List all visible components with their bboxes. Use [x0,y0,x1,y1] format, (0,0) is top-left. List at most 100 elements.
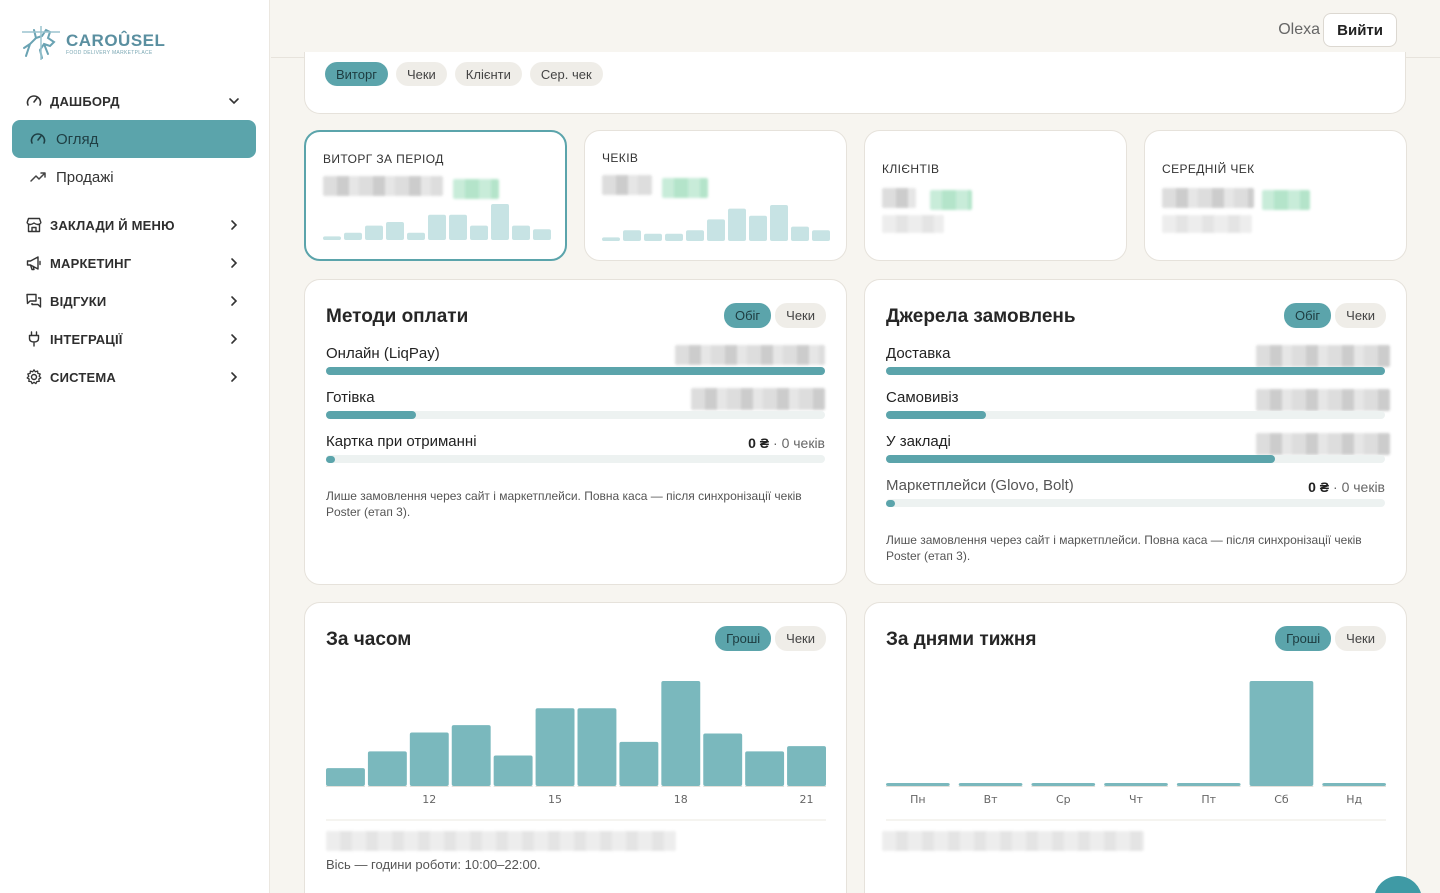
progress-track [886,367,1385,375]
row-value: 0 ₴ · 0 чеків [1308,479,1385,495]
stat-label: ВИТОРГ ЗА ПЕРІОД [323,152,444,166]
main-content: Виторг Чеки Клієнти Сер. чек ВИТОРГ ЗА П… [271,52,1440,893]
sparkline-chart [602,205,830,241]
toggle-checks[interactable]: Чеки [775,626,826,651]
progress-track [326,411,825,419]
filter-pill-checks[interactable]: Чеки [395,62,447,86]
row-label: У закладі [886,433,951,450]
chart-bar [886,783,950,786]
metric-toggle: Гроші Чеки [715,626,826,651]
sparkline-bar [386,222,404,240]
stat-card-checks[interactable]: ЧЕКІВ [584,130,847,261]
redacted-value [1162,188,1254,208]
row-label: Самовивіз [886,389,959,406]
filter-pill-clients[interactable]: Клієнти [454,62,522,86]
sidebar-item-sales[interactable]: Продажі [12,158,256,196]
toggle-checks[interactable]: Чеки [1335,303,1386,328]
progress-track [326,455,825,463]
x-tick-label: Нд [1346,793,1362,806]
panel-title: Джерела замовлень [886,306,1076,327]
toggle-turnover[interactable]: Обіг [723,303,772,328]
progress-track [886,455,1385,463]
logout-button[interactable]: Вийти [1323,13,1397,47]
chart-bar [661,681,701,786]
row-label: Онлайн (LiqPay) [326,345,440,362]
chart-bar [1176,783,1241,786]
sidebar-item-overview[interactable]: Огляд [12,120,256,158]
sidebar-item-dashboard[interactable]: ДАШБОРД [12,82,256,120]
sparkline-bar [791,226,809,241]
sparkline-bar [365,225,383,240]
sidebar-item-label: ВІДГУКИ [50,293,107,309]
row-label: Маркетплейси (Glovo, Bolt) [886,477,1074,494]
toggle-checks[interactable]: Чеки [1335,626,1386,651]
redacted-value [1256,389,1390,411]
sparkline-bar [449,214,467,240]
sidebar-item-integrations[interactable]: ІНТЕГРАЦІЇ [12,320,256,358]
redacted-delta [930,190,972,210]
panel-note: Лише замовлення через сайт і маркетплейс… [326,489,802,519]
x-tick-label: Вт [984,793,999,806]
sidebar: CAROÛSEL FOOD DELIVERY MARKETPLACE ДАШБО… [0,0,270,893]
metric-toggle: Обіг Чеки [1283,303,1386,328]
sidebar-item-reviews[interactable]: ВІДГУКИ [12,282,256,320]
progress-fill [886,411,986,419]
x-tick-label: 12 [422,793,436,806]
carousel-horse-icon [22,26,60,60]
stat-card-revenue[interactable]: ВИТОРГ ЗА ПЕРІОД [304,130,567,261]
chevron-right-icon [231,372,238,382]
chart-bar [367,751,407,786]
sparkline-bar [533,229,551,240]
sidebar-item-system[interactable]: СИСТЕМА [12,358,256,396]
progress-fill [326,411,416,419]
redacted-delta [1262,190,1310,210]
toggle-turnover[interactable]: Обіг [1283,303,1332,328]
logo[interactable]: CAROÛSEL FOOD DELIVERY MARKETPLACE [20,24,165,64]
sparkline-bar [323,236,341,240]
sidebar-nav: ДАШБОРД Огляд Продажі ЗАКЛАДИ Й МЕНЮ [12,82,256,396]
sidebar-item-marketing[interactable]: МАРКЕТИНГ [12,244,256,282]
redacted-summary [326,831,676,851]
sparkline-bar [623,230,641,241]
sparkline-bar [644,233,662,241]
gear-icon [24,367,44,387]
sidebar-item-venues-menu[interactable]: ЗАКЛАДИ Й МЕНЮ [12,206,256,244]
panel-note: Лише замовлення через сайт і маркетплейс… [886,533,1362,563]
store-icon [24,215,44,235]
x-tick-label: Ср [1056,793,1071,806]
toggle-checks[interactable]: Чеки [775,303,826,328]
chart-bar [493,755,533,786]
row-label: Готівка [326,389,375,406]
filter-pill-revenue[interactable]: Виторг [325,62,388,86]
panel-title: Методи оплати [326,306,469,327]
stat-card-clients[interactable]: КЛІЄНТІВ [864,130,1127,261]
stat-card-avg-check[interactable]: СЕРЕДНІЙ ЧЕК [1144,130,1407,261]
megaphone-icon [24,253,44,273]
sparkline-bar [491,204,509,240]
row-amount: 0 ₴ [748,435,770,451]
payment-methods-panel: Методи оплати Обіг Чеки Онлайн (LiqPay) … [304,279,847,585]
chart-bar [1322,783,1386,786]
redacted-value [602,175,652,195]
sidebar-item-label: ЗАКЛАДИ Й МЕНЮ [50,217,175,233]
filter-pill-avg-check[interactable]: Сер. чек [529,62,603,86]
toggle-money[interactable]: Гроші [715,626,772,651]
chevron-right-icon [231,220,238,230]
chat-launcher-button[interactable] [1374,876,1422,893]
metric-toggle: Обіг Чеки [723,303,826,328]
sparkline-bar [749,215,767,241]
toggle-money[interactable]: Гроші [1275,626,1332,651]
redacted-value [323,176,443,196]
sidebar-item-label: МАРКЕТИНГ [50,255,132,271]
metric-toggle: Гроші Чеки [1275,626,1386,651]
redacted-subtext [1162,215,1252,233]
stat-label: КЛІЄНТІВ [882,162,940,176]
sidebar-item-label: Продажі [56,168,114,186]
logo-name: CAROÛSEL [66,30,166,50]
redacted-subtext [882,215,944,233]
order-sources-panel: Джерела замовлень Обіг Чеки Доставка Сам… [864,279,1407,585]
x-tick-label: Сб [1274,793,1289,806]
progress-track [326,367,825,375]
chat-icon [24,291,44,311]
sidebar-item-label: ДАШБОРД [50,93,120,109]
